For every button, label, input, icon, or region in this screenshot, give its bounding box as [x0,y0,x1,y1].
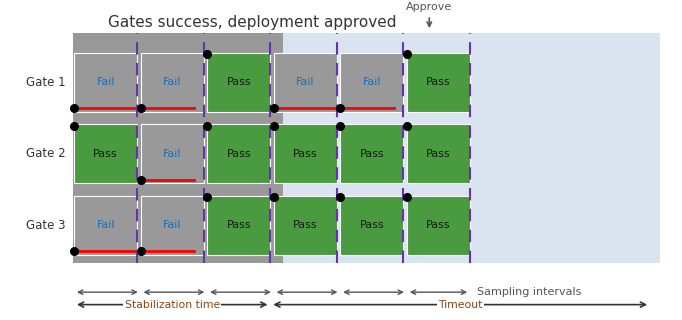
Bar [273,196,337,255]
Bar [74,53,137,112]
Bar [407,196,470,255]
Bar [74,196,137,255]
Bar [207,53,270,112]
Text: Pass: Pass [359,149,384,159]
Bar [273,124,337,183]
Text: Pass: Pass [226,77,251,87]
Bar [407,124,470,183]
Text: Pass: Pass [226,220,251,230]
Text: Pass: Pass [93,149,118,159]
Text: Fail: Fail [96,220,115,230]
Text: Pass: Pass [426,77,451,87]
Text: Approve: Approve [406,2,452,26]
Bar [140,124,204,183]
Text: Fail: Fail [96,77,115,87]
Bar [73,33,283,263]
Text: Gate 1: Gate 1 [27,76,66,89]
Text: Pass: Pass [359,220,384,230]
Text: Fail: Fail [163,149,181,159]
Bar [340,124,404,183]
Text: Timeout: Timeout [438,300,482,310]
Text: Pass: Pass [426,149,451,159]
Text: Gates success, deployment approved: Gates success, deployment approved [108,15,397,30]
Text: Pass: Pass [293,149,318,159]
Bar [340,196,404,255]
Text: Fail: Fail [296,77,314,87]
Text: Pass: Pass [426,220,451,230]
Text: Stabilization time: Stabilization time [125,300,220,310]
Bar [140,196,204,255]
Text: Pass: Pass [293,220,318,230]
Bar [207,196,270,255]
Bar [407,53,470,112]
Text: Pass: Pass [226,149,251,159]
Text: Sampling intervals: Sampling intervals [477,287,581,297]
Bar [74,124,137,183]
Bar [140,53,204,112]
Text: Fail: Fail [363,77,381,87]
Text: Fail: Fail [163,220,181,230]
Bar [273,53,337,112]
Bar [207,124,270,183]
Text: Fail: Fail [163,77,181,87]
Text: Gate 3: Gate 3 [27,219,66,232]
Text: Gate 2: Gate 2 [27,147,66,160]
Bar [340,53,404,112]
Bar [283,33,660,263]
